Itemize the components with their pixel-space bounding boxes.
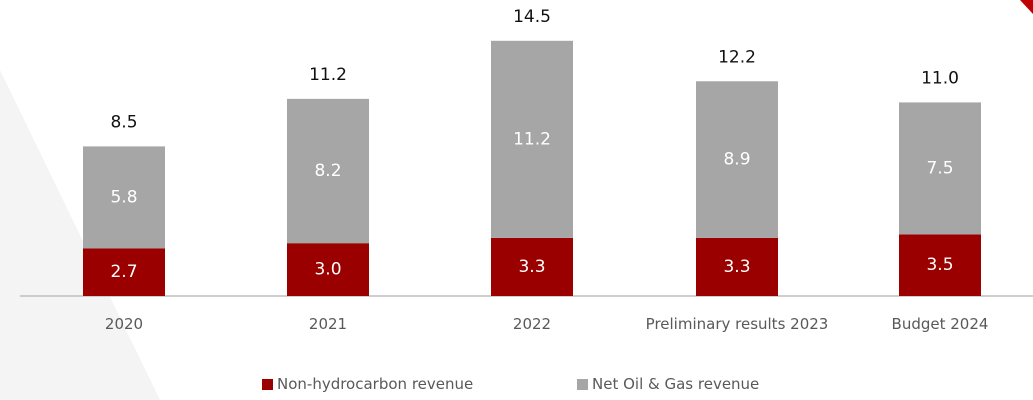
segment-label: 5.8 [110,187,137,207]
segment-label: 2.7 [110,262,137,282]
total-label: 11.2 [309,65,347,85]
legend-label: Non-hydrocarbon revenue [277,375,474,393]
bar-segment [491,40,573,238]
segment-label: 8.2 [314,161,341,181]
bar-segment [83,248,165,296]
segment-label: 3.3 [518,257,545,277]
total-label: 14.5 [513,7,551,27]
segment-label: 7.5 [926,158,953,178]
bar-segment [491,237,573,296]
total-label: 11.0 [921,68,959,88]
bar-segment [287,243,369,296]
total-label: 12.2 [718,47,756,67]
background-shape [0,70,160,400]
x-tick-label: 2021 [308,315,348,333]
corner-accent [1020,0,1033,14]
legend-item: Net Oil & Gas revenue [577,375,759,393]
total-label: 8.5 [110,112,137,132]
bar-segment [899,234,981,296]
x-tick-label: 2020 [104,315,144,333]
segment-label: 8.9 [723,150,750,170]
legend-item: Non-hydrocarbon revenue [262,375,473,393]
x-tick-label: Preliminary results 2023 [645,315,829,333]
segment-label: 3.5 [926,255,953,275]
segment-label: 3.0 [314,260,341,280]
segment-label: 11.2 [513,129,551,149]
bar-segment [696,81,778,238]
bar-segment [899,102,981,235]
bar-segment [696,237,778,296]
legend-label: Net Oil & Gas revenue [592,375,760,393]
x-tick-label: Budget 2024 [891,315,989,333]
legend-swatch [577,378,588,390]
bar-segment [83,146,165,249]
segment-label: 3.3 [723,257,750,277]
legend-swatch [262,378,273,390]
x-tick-label: 2022 [512,315,552,333]
bar-segment [287,98,369,244]
